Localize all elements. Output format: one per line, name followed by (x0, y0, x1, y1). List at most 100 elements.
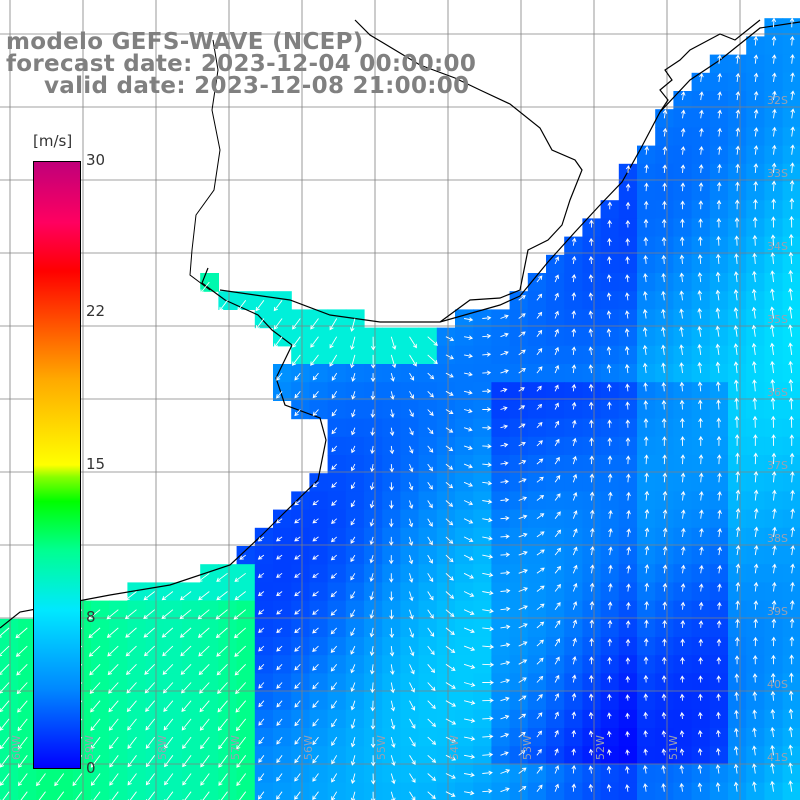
wind-arrow (294, 663, 301, 671)
wind-arrow (789, 415, 794, 428)
wind-arrow (643, 748, 648, 756)
wind-arrow (679, 272, 685, 283)
wind-cell (0, 618, 19, 638)
wind-arrow (518, 295, 526, 301)
wind-arrow (350, 755, 356, 766)
wind-arrow (370, 682, 375, 694)
wind-arrow (445, 554, 454, 563)
wind-arrow (572, 455, 577, 465)
wind-arrow (331, 500, 338, 506)
wind-arrow (258, 663, 265, 671)
wind-arrow (276, 627, 283, 634)
wind-arrow (518, 405, 526, 410)
wind-arrow (733, 325, 739, 337)
wind-cell (709, 418, 729, 438)
wind-cell (637, 473, 656, 492)
wind-arrow (536, 567, 545, 574)
wind-arrow (716, 656, 722, 665)
wind-arrow (500, 314, 509, 319)
wind-cell (637, 527, 656, 547)
wind-cell (782, 564, 800, 583)
wind-arrow (697, 254, 703, 264)
wind-cell (291, 491, 310, 511)
wind-arrow (330, 664, 338, 672)
wind-arrow (15, 627, 28, 639)
wind-cell (728, 273, 747, 292)
wind-cell (709, 72, 729, 92)
wind-arrow (427, 627, 435, 637)
wind-cell (709, 400, 729, 420)
wind-cell (600, 236, 620, 256)
wind-arrow (16, 682, 28, 695)
wind-arrow (734, 217, 740, 228)
wind-arrow (482, 407, 492, 412)
wind-cell (655, 746, 674, 765)
wind-arrow (772, 563, 777, 574)
wind-cell (582, 400, 602, 420)
wind-arrow (350, 700, 356, 711)
wind-arrow (789, 35, 795, 46)
wind-cell (782, 418, 800, 438)
wind-arrow (772, 489, 777, 501)
wind-arrow (625, 620, 631, 628)
wind-arrow (733, 379, 739, 392)
wind-cell (200, 637, 219, 656)
wind-arrow (643, 418, 649, 428)
wind-cell (728, 673, 747, 693)
longitude-label: 60W (10, 735, 23, 760)
wind-arrow (312, 536, 319, 542)
wind-arrow (518, 313, 526, 319)
wind-cell (709, 491, 729, 511)
wind-cell (782, 618, 800, 638)
wind-arrow (589, 455, 595, 465)
wind-arrow (409, 755, 416, 765)
wind-arrow (482, 499, 493, 504)
wind-cell (200, 564, 219, 583)
wind-arrow (608, 509, 613, 519)
wind-arrow (554, 256, 560, 265)
wind-arrow (294, 518, 301, 524)
wind-arrow (697, 748, 703, 756)
wind-arrow (607, 656, 612, 665)
colorbar-unit: [m/s] (33, 132, 73, 150)
wind-cell (673, 91, 693, 110)
wind-arrow (500, 733, 510, 738)
wind-arrow (312, 645, 319, 652)
wind-cell (655, 254, 674, 274)
wind-arrow (642, 326, 648, 337)
wind-cell (564, 254, 583, 274)
wind-arrow (735, 489, 741, 501)
wind-arrow (389, 591, 394, 602)
wind-arrow (445, 736, 457, 743)
wind-cell (728, 764, 747, 784)
wind-arrow (427, 645, 435, 656)
wind-arrow (234, 663, 247, 676)
wind-arrow (258, 645, 265, 652)
wind-arrow (145, 755, 156, 768)
wind-cell (782, 546, 800, 565)
wind-arrow (427, 682, 436, 692)
wind-cell (728, 400, 747, 420)
wind-cell (728, 364, 747, 383)
wind-cell (582, 473, 602, 492)
wind-arrow (331, 445, 338, 453)
wind-arrow (554, 693, 560, 701)
wind-arrow (0, 682, 10, 694)
wind-arrow (294, 536, 301, 542)
wind-arrow (698, 182, 704, 192)
wind-arrow (464, 353, 473, 359)
wind-arrow (536, 748, 542, 756)
wind-cell (600, 673, 620, 693)
wind-cell (746, 291, 765, 310)
wind-cell (582, 673, 602, 693)
wind-arrow (164, 773, 174, 786)
wind-arrow (369, 591, 374, 601)
wind-arrow (109, 755, 119, 768)
wind-cell (254, 564, 274, 583)
wind-arrow (236, 736, 247, 750)
wind-cell (673, 400, 693, 420)
wind-arrow (715, 325, 721, 337)
wind-cell (746, 655, 765, 674)
wind-arrow (312, 372, 319, 381)
wind-arrow (753, 127, 759, 137)
